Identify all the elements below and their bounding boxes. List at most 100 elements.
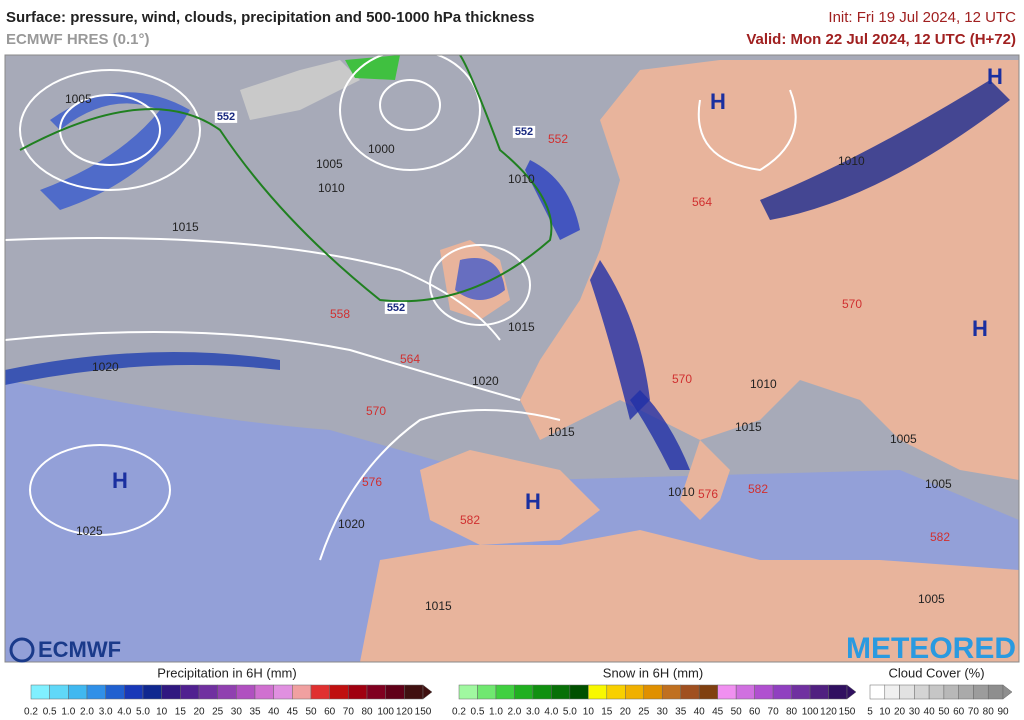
legend-swatch: [161, 684, 181, 700]
legend-label: 20: [894, 707, 906, 718]
legend-swatch: [661, 684, 681, 700]
legend-label: 70: [343, 707, 355, 718]
title: Surface: pressure, wind, clouds, precipi…: [6, 9, 535, 26]
legend-label: 15: [175, 707, 187, 718]
thickness-label: 582: [460, 513, 480, 527]
legend-label: 150: [415, 707, 432, 718]
legend-label: 1.0: [489, 707, 503, 718]
legend-label: 70: [968, 707, 980, 718]
isobar-label: 1005: [925, 477, 952, 491]
legend-label: 10: [879, 707, 891, 718]
legend-arrow: [1002, 684, 1013, 700]
legend-label: 35: [675, 707, 687, 718]
model: ECMWF HRES (0.1°): [6, 31, 150, 48]
valid-time: Valid: Mon 22 Jul 2024, 12 UTC (H+72): [746, 31, 1016, 48]
legend-label: 0.2: [24, 707, 38, 718]
legend-label: 1.0: [61, 707, 75, 718]
isobar-label: 1005: [918, 592, 945, 606]
legend-swatch: [254, 684, 274, 700]
legend-swatch: [569, 684, 589, 700]
legend-label: 60: [749, 707, 761, 718]
legend-label: 45: [287, 707, 299, 718]
thickness-label: 570: [366, 404, 386, 418]
legend-swatch: [958, 684, 974, 700]
legend-swatch: [348, 684, 368, 700]
legend-swatch: [329, 684, 349, 700]
legend-swatch: [310, 684, 330, 700]
legend-swatch: [458, 684, 478, 700]
legend-label: 15: [601, 707, 613, 718]
legend-label: 60: [953, 707, 965, 718]
label-box: [214, 110, 238, 123]
legend-swatch: [943, 684, 959, 700]
high-marker: H: [112, 468, 128, 493]
legend-label: 120: [396, 707, 413, 718]
legend-swatch: [404, 684, 424, 700]
isobar-label: 1015: [735, 420, 762, 434]
legend-swatch: [928, 684, 945, 700]
legend-label: 3.0: [526, 707, 540, 718]
legend-label: 120: [820, 707, 837, 718]
thickness-label: 564: [692, 195, 712, 209]
isobar-label: 1015: [425, 599, 452, 613]
thickness-label: 582: [930, 530, 950, 544]
legend-label: 10: [583, 707, 595, 718]
legend-swatch: [625, 684, 645, 700]
legend-title: Snow in 6H (mm): [603, 665, 703, 680]
legend-swatch: [588, 684, 608, 700]
legend-label: 0.5: [43, 707, 57, 718]
legend-label: 5.0: [563, 707, 577, 718]
legend-arrow: [422, 684, 433, 700]
isobar-label: 1020: [92, 360, 119, 374]
legend-label: 60: [324, 707, 336, 718]
legend-swatch: [30, 684, 50, 700]
legend-swatch: [680, 684, 700, 700]
high-marker: H: [710, 89, 726, 114]
legend-label: 35: [249, 707, 261, 718]
legend-label: 40: [268, 707, 280, 718]
legend-label: 2.0: [80, 707, 94, 718]
legend-swatch: [49, 684, 69, 700]
isobar-label: 1010: [508, 172, 535, 186]
high-marker: H: [972, 316, 988, 341]
map: [4, 54, 1020, 663]
isobar-label: 1005: [65, 92, 92, 106]
legend-swatch: [828, 684, 848, 700]
legend-label: 0.5: [471, 707, 485, 718]
legend-label: 40: [694, 707, 706, 718]
legend-swatch: [366, 684, 386, 700]
legend-label: 80: [361, 707, 373, 718]
legend-swatch: [292, 684, 312, 700]
legend-swatch: [791, 684, 811, 700]
legend-swatch: [772, 684, 792, 700]
legend-label: 20: [193, 707, 205, 718]
legend-swatch: [514, 684, 534, 700]
legend-swatch: [735, 684, 755, 700]
legend-swatch: [477, 684, 497, 700]
legend-label: 4.0: [544, 707, 558, 718]
legend-swatch: [698, 684, 718, 700]
legend-label: 70: [768, 707, 780, 718]
legends: Precipitation in 6H (mm) 0.2 0.5 1.0 2.0 3.0 4…: [24, 665, 1013, 718]
legend-label: 50: [731, 707, 743, 718]
map-labels: H H H H H 1005 1000 1005 1010 1015 1010 …: [65, 64, 1003, 613]
isobar-label: 1020: [338, 517, 365, 531]
legend-title: Cloud Cover (%): [888, 665, 984, 680]
legend-label: 5: [867, 707, 873, 718]
legend-swatch: [105, 684, 125, 700]
legend-swatch: [217, 684, 237, 700]
legend-label: 150: [839, 707, 856, 718]
legend-swatch: [987, 684, 1004, 700]
isobar-label: 1010: [668, 485, 695, 499]
meteored-logo: METEORED: [846, 632, 1016, 665]
legend-swatch: [142, 684, 162, 700]
legend-label: 2.0: [507, 707, 521, 718]
legend-swatch: [754, 684, 774, 700]
legend-label: 30: [231, 707, 243, 718]
legend-label: 4.0: [117, 707, 131, 718]
legend-swatch: [973, 684, 989, 700]
legend-swatch: [236, 684, 256, 700]
isobar-label: 1015: [508, 320, 535, 334]
isobar-label: 1010: [318, 181, 345, 195]
isobar-label: 1015: [172, 220, 199, 234]
